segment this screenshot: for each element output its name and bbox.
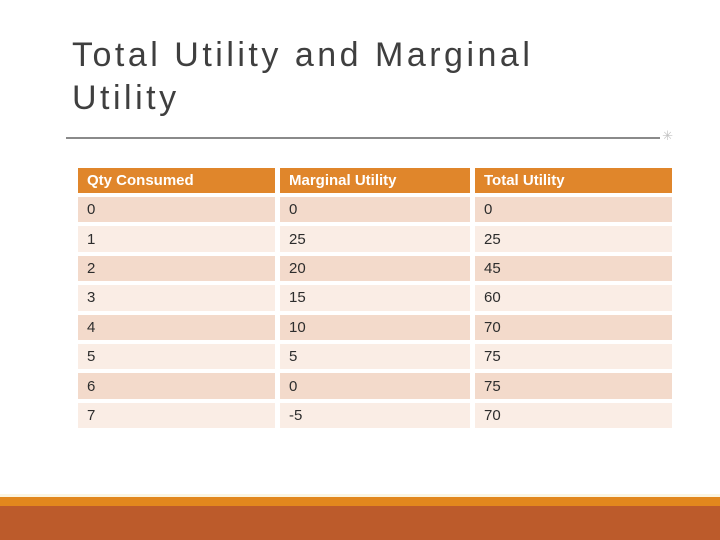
table-cell: 75: [475, 373, 672, 399]
title-block: Total Utility and Marginal Utility: [72, 34, 632, 119]
table-cell: 2: [78, 255, 275, 282]
title-underline: ✳: [66, 129, 673, 142]
page-title: Total Utility and Marginal Utility: [72, 36, 534, 117]
table-cell: 5: [78, 343, 275, 370]
table-cell: 0: [280, 373, 470, 399]
asterisk-flourish-icon: ✳: [662, 128, 673, 143]
table-header-total-utility: Total Utility: [475, 168, 672, 193]
table-cell: 15: [280, 285, 470, 311]
table-cell: 0: [78, 197, 275, 223]
table-cell: 6: [78, 373, 275, 399]
table-cell: 45: [475, 255, 672, 282]
accent-bar-rust: [0, 506, 720, 540]
table-cell: 4: [78, 314, 275, 340]
accent-bar-cream: [0, 494, 720, 497]
table-cell: 70: [475, 314, 672, 340]
table-cell: 1: [78, 226, 275, 252]
table-cell: 25: [280, 226, 470, 252]
table-cell: 3: [78, 285, 275, 311]
table-header-marginal-utility: Marginal Utility: [280, 168, 470, 193]
table-cell: 75: [475, 343, 672, 370]
table-cell: 0: [475, 197, 672, 223]
table-cell: 5: [280, 343, 470, 370]
table-cell: 60: [475, 285, 672, 311]
table-cell: -5: [280, 402, 470, 429]
table-cell: 70: [475, 402, 672, 429]
table-header-qty-consumed: Qty Consumed: [78, 168, 275, 193]
table-cell: 25: [475, 226, 672, 252]
utility-table: Qty Consumed Marginal Utility Total Util…: [78, 168, 672, 429]
accent-bar-orange: [0, 497, 720, 506]
table-cell: 20: [280, 255, 470, 282]
table-cell: 10: [280, 314, 470, 340]
table-cell: 0: [280, 197, 470, 223]
table-cell: 7: [78, 402, 275, 429]
